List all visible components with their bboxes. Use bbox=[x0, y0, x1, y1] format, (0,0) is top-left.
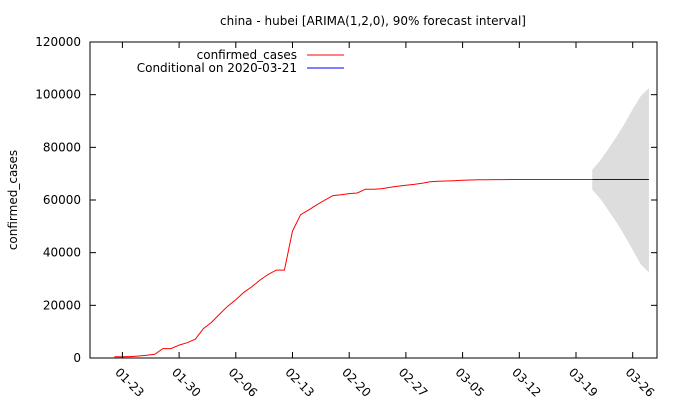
series-line-confirmed-cases bbox=[114, 179, 593, 358]
y-tick-label: 60000 bbox=[43, 193, 81, 207]
y-tick-label: 80000 bbox=[43, 140, 81, 154]
x-tick-label: 03-26 bbox=[623, 365, 658, 400]
y-axis-label: confirmed_cases bbox=[6, 150, 20, 250]
plot-frame bbox=[89, 41, 658, 359]
x-tick-label: 03-05 bbox=[452, 365, 487, 400]
x-tick-label: 02-27 bbox=[396, 365, 431, 400]
forecast-interval-band bbox=[592, 88, 649, 273]
legend-label: Conditional on 2020-03-21 bbox=[137, 61, 297, 75]
x-tick-label: 01-30 bbox=[169, 365, 204, 400]
x-tick-label: 03-19 bbox=[566, 365, 601, 400]
legend-label: confirmed_cases bbox=[197, 48, 297, 62]
y-tick-label: 0 bbox=[73, 351, 81, 365]
x-tick-label: 03-12 bbox=[509, 365, 544, 400]
y-tick-label: 100000 bbox=[35, 88, 81, 102]
y-tick-label: 20000 bbox=[43, 298, 81, 312]
x-tick-label: 02-20 bbox=[339, 365, 374, 400]
x-tick-label: 02-06 bbox=[226, 365, 261, 400]
x-tick-label: 02-13 bbox=[282, 365, 317, 400]
y-tick-label: 40000 bbox=[43, 246, 81, 260]
y-tick-label: 120000 bbox=[35, 35, 81, 49]
chart-title: china - hubei [ARIMA(1,2,0), 90% forecas… bbox=[220, 14, 526, 28]
x-tick-label: 01-23 bbox=[112, 365, 147, 400]
